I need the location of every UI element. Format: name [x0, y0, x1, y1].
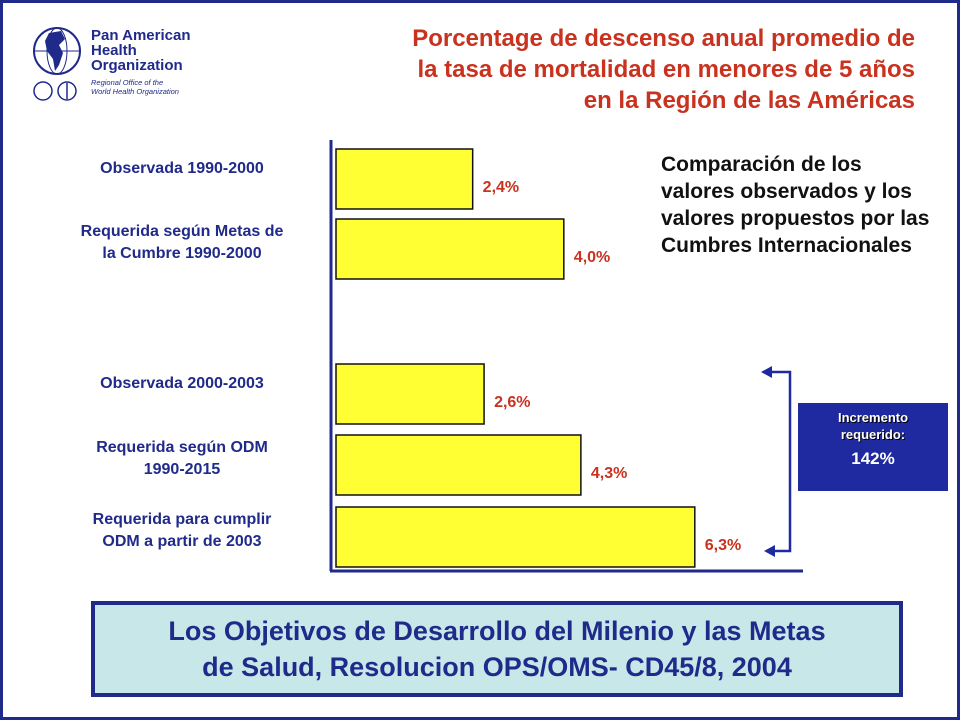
globe-logo-icon: [33, 27, 81, 101]
category-label: Requerida para cumplir ODM a partir de 20…: [92, 511, 272, 550]
data-label: 2,4%: [483, 179, 519, 196]
bar: [335, 434, 582, 496]
category-label: Observada 2000-2003: [100, 375, 264, 392]
category-label: Observada 1990-2000: [100, 160, 264, 177]
paho-logo: Pan American Health Organization Regiona…: [31, 21, 221, 106]
comparison-note: Comparación de los valores observados y …: [661, 153, 930, 257]
bar: [335, 363, 485, 425]
logo-org-subtitle: Regional Office of the World Health Orga…: [91, 78, 179, 96]
bar-chart: 2,4% 4,0% 2,6% 4,3% 6,3%: [329, 140, 803, 573]
category-label: Requerida según ODM 1990-2015: [96, 439, 268, 478]
arrow-head-icon: [761, 366, 772, 378]
data-label: 6,3%: [705, 537, 741, 554]
data-label: 2,6%: [494, 394, 530, 411]
data-label: 4,0%: [574, 249, 610, 266]
increment-value: 142%: [851, 449, 895, 468]
arrow-head-icon: [764, 545, 775, 557]
resolution-banner: Los Objetivos de Desarrollo del Milenio …: [91, 601, 903, 697]
bar: [335, 506, 696, 568]
category-label: Requerida según Metas de la Cumbre 1990-2…: [80, 223, 284, 262]
bar: [335, 218, 565, 280]
increment-label: Incremento requerido:: [837, 410, 909, 442]
increment-box: Incremento requerido: 142%: [798, 403, 948, 491]
slide-title: Porcentage de descenso anual promedio de…: [412, 25, 915, 114]
data-label: 4,3%: [591, 465, 627, 482]
increment-bracket: [763, 370, 792, 553]
bar: [335, 148, 474, 210]
logo-org-name: Pan American Health Organization: [91, 27, 191, 74]
